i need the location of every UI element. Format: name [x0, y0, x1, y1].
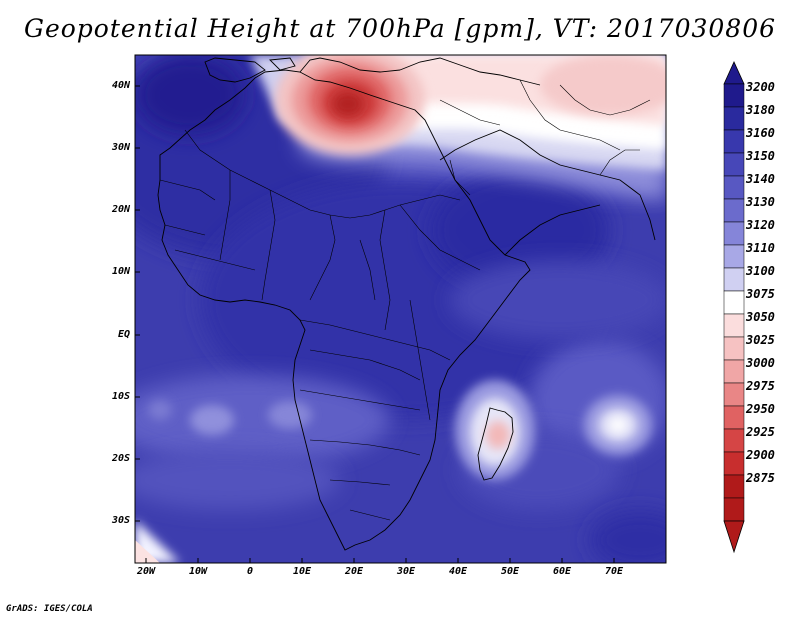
colorbar-label: 3120 — [746, 218, 775, 232]
colorbar-swatch — [723, 359, 745, 384]
colorbar-label: 3075 — [746, 287, 775, 301]
credit-text: GrADS: IGES/COLA — [6, 604, 93, 614]
colorbar — [723, 61, 745, 554]
country-borders — [159, 79, 651, 521]
lon-label: 0 — [246, 566, 254, 577]
lat-label: 40N — [111, 80, 130, 91]
colorbar-label: 2950 — [746, 402, 775, 416]
map-title: Geopotential Height at 700hPa [gpm], VT:… — [23, 14, 777, 43]
colorbar-swatch — [723, 198, 745, 223]
lat-label: 10S — [111, 391, 130, 402]
colorbar-label: 3200 — [746, 80, 775, 94]
colorbar-swatch — [723, 497, 745, 522]
colorbar-label: 2900 — [746, 448, 775, 462]
colorbar-label: 3160 — [746, 126, 775, 140]
colorbar-label: 3110 — [746, 241, 775, 255]
colorbar-arrow-bottom — [723, 520, 745, 554]
colorbar-swatch — [723, 382, 745, 407]
colorbar-label: 3180 — [746, 103, 775, 117]
lon-label: 40E — [448, 566, 468, 577]
africa-coastline — [157, 57, 656, 551]
colorbar-swatch — [723, 244, 745, 269]
colorbar-swatch — [723, 129, 745, 154]
colorbar-label: 2925 — [746, 425, 775, 439]
lat-label: 20S — [111, 453, 130, 464]
lat-label: 30N — [111, 142, 130, 153]
colorbar-swatch — [723, 267, 745, 292]
colorbar-swatch — [723, 290, 745, 315]
colorbar-label: 3100 — [746, 264, 775, 278]
lat-label: EQ — [117, 329, 130, 340]
colorbar-label: 3050 — [746, 310, 775, 324]
colorbar-swatch — [723, 474, 745, 499]
lat-label: 10N — [111, 266, 130, 277]
colorbar-label: 3025 — [746, 333, 775, 347]
colorbar-label: 3000 — [746, 356, 775, 370]
colorbar-swatch — [723, 451, 745, 476]
colorbar-swatch — [723, 152, 745, 177]
lat-label: 20N — [111, 204, 130, 215]
colorbar-label: 3140 — [746, 172, 775, 186]
lon-label: 60E — [552, 566, 572, 577]
madagascar-coast — [477, 407, 514, 481]
axis-ticks — [135, 85, 615, 563]
colorbar-label: 3150 — [746, 149, 775, 163]
lon-label: 20E — [344, 566, 364, 577]
colorbar-swatch — [723, 221, 745, 246]
colorbar-label: 3130 — [746, 195, 775, 209]
colorbar-swatch — [723, 106, 745, 131]
lon-label: 20W — [136, 566, 156, 577]
colorbar-swatch — [723, 175, 745, 200]
lon-label: 10E — [292, 566, 312, 577]
plot-frame — [134, 54, 667, 564]
colorbar-swatch — [723, 83, 745, 108]
lon-label: 30E — [396, 566, 416, 577]
colorbar-swatch — [723, 336, 745, 361]
height-field — [135, 55, 666, 563]
colorbar-swatch — [723, 313, 745, 338]
lon-label: 50E — [500, 566, 520, 577]
lon-label: 10W — [188, 566, 208, 577]
lon-label: 70E — [604, 566, 624, 577]
colorbar-swatch — [723, 405, 745, 430]
colorbar-swatch — [723, 428, 745, 453]
lat-label: 30S — [111, 515, 130, 526]
colorbar-label: 2875 — [746, 471, 775, 485]
colorbar-arrow-top — [723, 61, 745, 85]
colorbar-label: 2975 — [746, 379, 775, 393]
